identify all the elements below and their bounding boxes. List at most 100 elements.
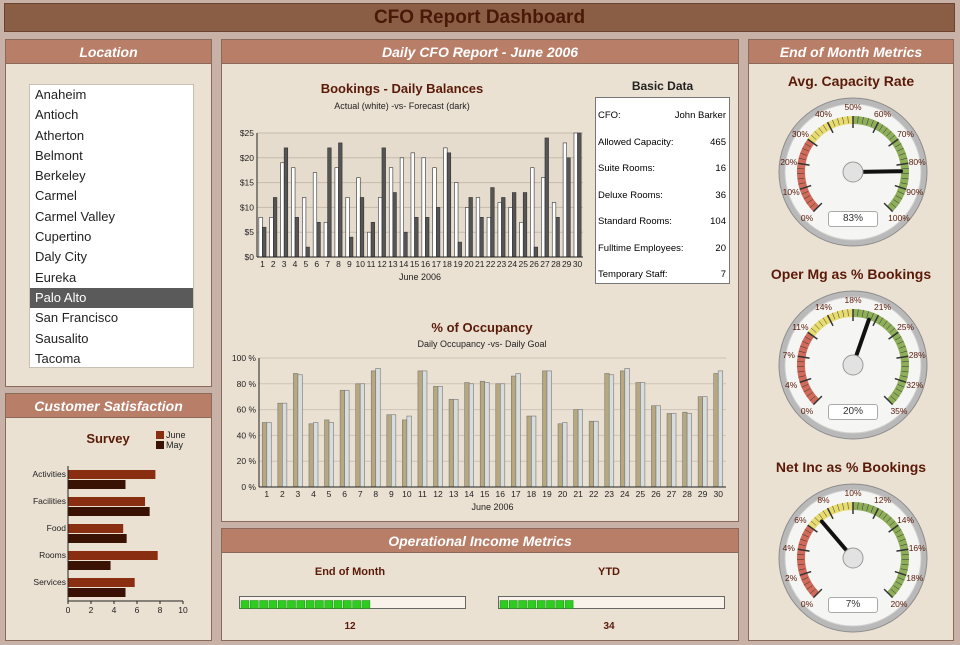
gauge-tick bbox=[814, 131, 820, 137]
gauge-label: 50% bbox=[844, 102, 861, 112]
gauge-tick bbox=[861, 309, 864, 317]
x-tick-label: 18 bbox=[527, 489, 537, 499]
location-list[interactable]: Anaheim Antioch Atherton Belmont Berkeley Car… bbox=[29, 84, 194, 368]
bar bbox=[624, 368, 630, 488]
location-item[interactable]: Anaheim bbox=[35, 87, 87, 102]
gauge-tick bbox=[901, 370, 909, 373]
location-item[interactable]: Cupertino bbox=[35, 229, 92, 245]
gauge-label: 16% bbox=[909, 543, 926, 553]
progress-segment bbox=[536, 600, 546, 609]
gauge-tick bbox=[798, 182, 806, 185]
bar bbox=[697, 396, 703, 488]
gauge-tick bbox=[872, 314, 880, 327]
progress-segment bbox=[287, 600, 296, 609]
gauge-tick bbox=[895, 388, 903, 393]
gauge-tick bbox=[896, 548, 909, 552]
bar bbox=[593, 420, 599, 488]
gauge-hub bbox=[842, 161, 864, 183]
bar bbox=[403, 231, 408, 258]
gauge-label: 0% bbox=[801, 213, 814, 223]
bookings-subtitle: Actual (white) -vs- Forecast (dark) bbox=[334, 101, 470, 111]
gauge-tick bbox=[800, 538, 807, 542]
bar bbox=[566, 157, 571, 258]
gauge-tick bbox=[826, 121, 834, 134]
x-tick-label: 5 bbox=[304, 259, 309, 269]
gauge-tick bbox=[857, 116, 859, 124]
gauge-label: 40% bbox=[815, 109, 832, 119]
gauge-label: 100% bbox=[888, 213, 910, 223]
bar bbox=[323, 221, 328, 258]
bar bbox=[533, 246, 538, 258]
progress-segment bbox=[305, 600, 315, 609]
x-tick-label: 10 bbox=[402, 489, 412, 499]
progress-segment bbox=[564, 600, 574, 609]
gauge-label: 10% bbox=[783, 187, 800, 197]
x-tick-label: 27 bbox=[667, 489, 677, 499]
gauge-tick bbox=[882, 320, 888, 327]
x-tick-label: 2 bbox=[89, 605, 94, 615]
bar bbox=[541, 177, 546, 258]
gauge-tick bbox=[800, 345, 807, 349]
location-item[interactable]: Berkeley bbox=[35, 168, 86, 184]
gauge-red-zone bbox=[797, 525, 820, 598]
ytd-progress-fill bbox=[499, 600, 574, 609]
gauge-tick bbox=[804, 529, 811, 534]
gauge-label: 35% bbox=[890, 406, 907, 416]
basic-data-value: 16 bbox=[715, 163, 726, 174]
y-tick-label: $5 bbox=[245, 227, 255, 237]
bar bbox=[406, 415, 412, 488]
income-header: Operational Income Metrics bbox=[222, 529, 738, 553]
gauge-tick bbox=[897, 533, 904, 538]
location-item[interactable]: Atherton bbox=[35, 127, 85, 143]
x-tick-label: 10 bbox=[178, 605, 188, 615]
x-tick-label: 11 bbox=[367, 259, 376, 269]
gauge-tick bbox=[889, 520, 896, 526]
bar bbox=[436, 207, 441, 258]
basic-data-value: 20 bbox=[715, 242, 726, 254]
location-item[interactable]: Tacoma bbox=[35, 350, 81, 366]
basic-data-table: CFO: John Barker Allowed Capacity: 465 Suite… bbox=[595, 97, 730, 284]
progress-segment bbox=[352, 600, 361, 609]
location-item[interactable]: Belmont bbox=[35, 147, 83, 163]
progress-segment bbox=[509, 600, 518, 609]
y-tick-label: $25 bbox=[240, 128, 254, 138]
gauge-tick bbox=[810, 327, 817, 333]
location-item[interactable]: San Francisco bbox=[35, 310, 119, 326]
gauge-tick bbox=[802, 340, 809, 345]
gauge-tick bbox=[801, 191, 809, 195]
bar bbox=[334, 167, 339, 258]
gauge-tick bbox=[799, 570, 812, 577]
bar bbox=[378, 197, 383, 258]
survey-bar bbox=[68, 524, 124, 533]
x-tick-label: 19 bbox=[542, 489, 552, 499]
x-tick-label: 20 bbox=[558, 489, 568, 499]
gauge-tick bbox=[837, 504, 840, 512]
gauge-label: 28% bbox=[909, 350, 926, 360]
bar bbox=[544, 137, 549, 258]
bar bbox=[546, 370, 552, 488]
location-item[interactable]: Sausalito bbox=[35, 330, 89, 346]
location-item[interactable]: Antioch bbox=[35, 107, 79, 123]
x-tick-label: 4 bbox=[311, 489, 316, 499]
location-item[interactable]: Palo Alto bbox=[30, 287, 193, 309]
gauge-tick bbox=[883, 588, 894, 599]
x-tick-label: 18 bbox=[442, 259, 452, 269]
location-item[interactable]: Eureka bbox=[35, 269, 77, 285]
gauge-label: 6% bbox=[794, 515, 807, 525]
gauge-tick bbox=[837, 311, 840, 319]
gauge-tick bbox=[872, 507, 880, 520]
basic-data-label: Suite Rooms: bbox=[598, 163, 656, 174]
ytd-value: 34 bbox=[603, 621, 615, 632]
gauge-tick bbox=[804, 143, 811, 148]
legend-label: June bbox=[166, 430, 186, 440]
bar bbox=[316, 221, 321, 258]
gauge-label: 14% bbox=[815, 302, 832, 312]
gauge-tick bbox=[897, 147, 904, 152]
gauge-tick bbox=[897, 384, 905, 388]
bar bbox=[557, 423, 563, 488]
location-item[interactable]: Daly City bbox=[35, 249, 88, 265]
bar bbox=[392, 192, 397, 258]
location-item[interactable]: Carmel Valley bbox=[35, 208, 115, 224]
location-item[interactable]: Carmel bbox=[35, 188, 77, 204]
progress-segment bbox=[268, 600, 278, 609]
